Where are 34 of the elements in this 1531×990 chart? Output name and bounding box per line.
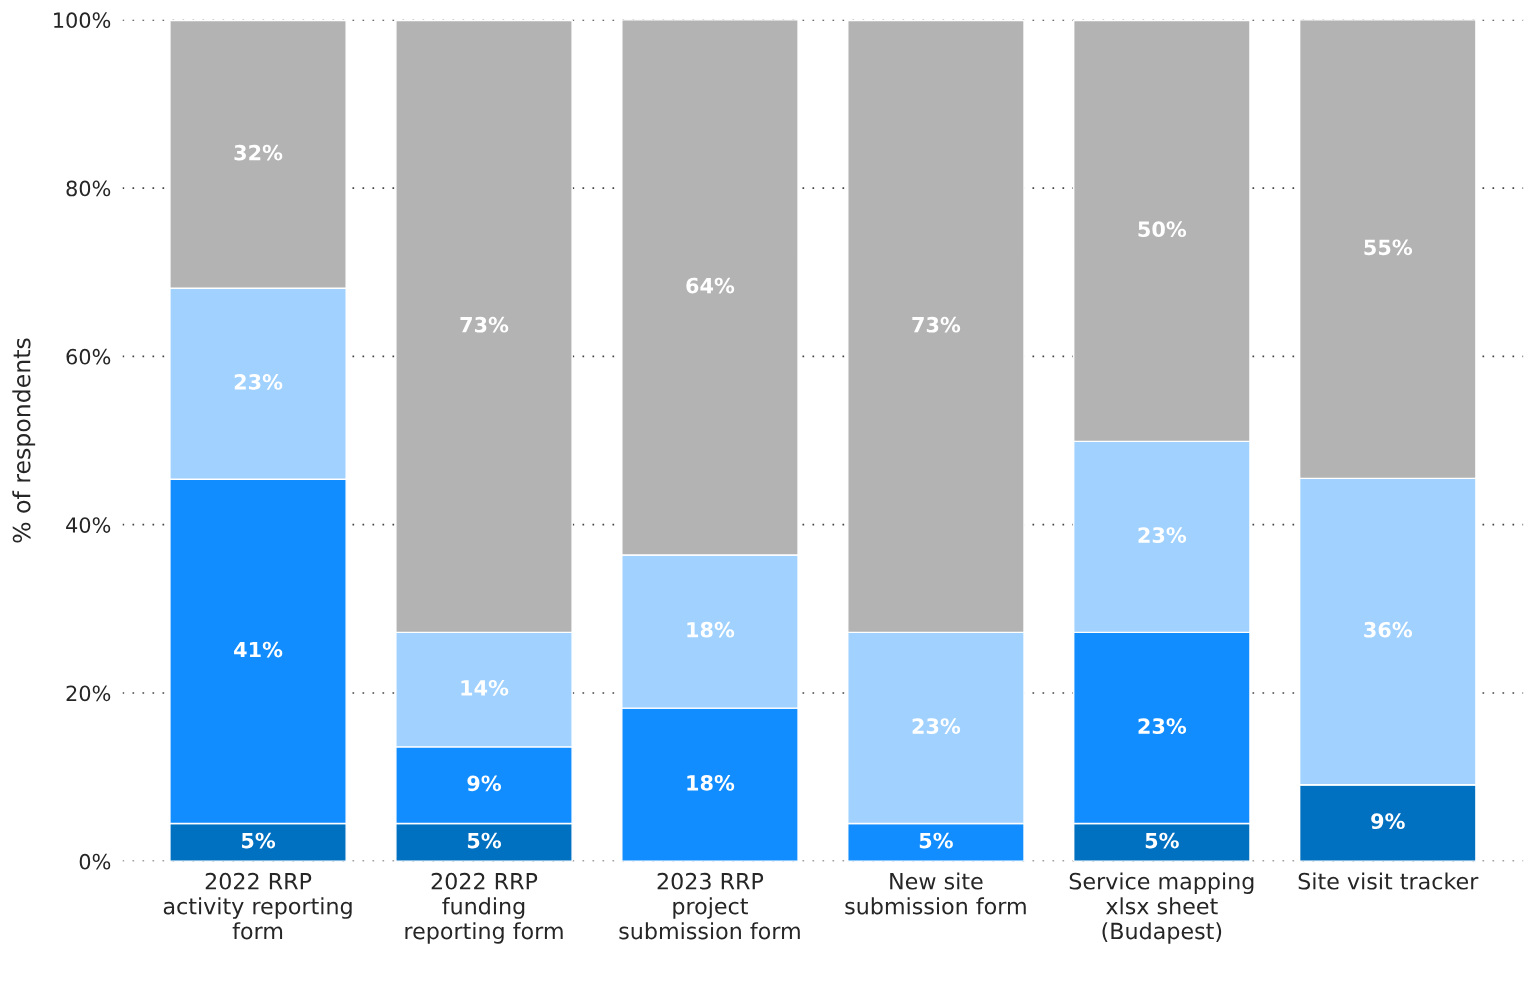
y-tick-label: 100% <box>54 12 111 29</box>
data-label: 36% <box>1364 621 1413 638</box>
y-tick-label: 20% <box>66 685 111 702</box>
data-label: 55% <box>1364 239 1413 256</box>
data-label: 23% <box>1138 718 1187 734</box>
x-tick-label: Service mapping xlsx sheet (Budapest) <box>1069 872 1254 944</box>
data-label: 32% <box>234 144 283 161</box>
y-tick-label: 80% <box>66 180 111 197</box>
data-label: 5% <box>241 832 276 849</box>
data-label: 73% <box>912 316 961 333</box>
data-label: 23% <box>234 374 283 390</box>
x-tick-label: 2022 RRP activity reporting form <box>163 872 352 940</box>
data-label: 23% <box>1138 527 1187 543</box>
data-label: 64% <box>686 277 735 294</box>
y-tick-label: 60% <box>66 348 111 365</box>
data-label: 9% <box>467 775 502 792</box>
data-label: 18% <box>687 621 735 638</box>
data-label: 5% <box>919 832 953 849</box>
y-tick-label: 0% <box>79 853 111 870</box>
x-tick-label: 2023 RRP project submission form <box>619 872 800 940</box>
x-tick-label: 2022 RRP funding reporting form <box>405 872 563 944</box>
data-label: 23% <box>912 718 961 734</box>
data-label: 5% <box>467 832 502 849</box>
data-label: 50% <box>1138 221 1187 238</box>
data-label: 14% <box>461 679 509 696</box>
x-tick-label: Site visit tracker <box>1298 872 1479 890</box>
x-tick-label: New site submission form <box>845 872 1026 915</box>
y-tick-label: 40% <box>66 517 111 533</box>
data-label: 41% <box>234 641 283 658</box>
data-label: 5% <box>1145 832 1179 849</box>
y-axis-title: % of respondents <box>12 338 36 543</box>
data-label: 9% <box>1371 813 1405 830</box>
data-label: 73% <box>460 316 509 333</box>
data-label: 18% <box>687 775 735 791</box>
